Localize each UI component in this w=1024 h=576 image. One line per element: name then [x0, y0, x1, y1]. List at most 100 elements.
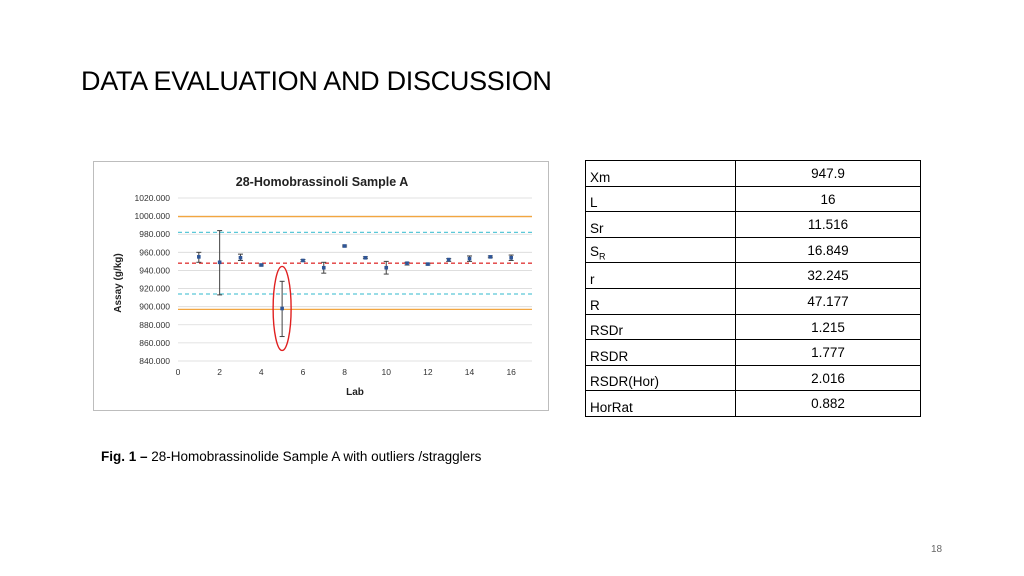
stats-param-subscript: R — [599, 251, 606, 262]
data-point — [467, 255, 473, 262]
x-tick-label: 10 — [382, 367, 392, 377]
data-point — [237, 253, 243, 261]
stats-value: 947.9 — [735, 160, 921, 187]
point-marker — [217, 260, 222, 265]
point-marker — [467, 256, 472, 261]
data-point — [487, 255, 493, 259]
y-tick-label: 980.000 — [139, 229, 170, 239]
statistics-table: Xm 947.9 L 16 Sr 11.516 SR 16.849 r 32.245 R 47.177… — [585, 160, 921, 417]
stats-row: R 47.177 — [585, 287, 921, 315]
stats-row: r 32.245 — [585, 262, 921, 289]
point-marker — [280, 306, 284, 311]
data-point — [258, 263, 264, 267]
data-point — [300, 258, 306, 263]
x-tick-label: 0 — [176, 367, 181, 377]
point-marker — [238, 255, 243, 260]
caption-label: Fig. 1 – — [101, 449, 148, 464]
point-marker — [405, 261, 409, 265]
chart-title: 28-Homobrassinoli Sample A — [236, 175, 409, 189]
stats-param: R — [585, 287, 736, 315]
stats-row: RSDr 1.215 — [585, 313, 921, 341]
chart-frame: 28-Homobrassinoli Sample A Assay (g/kg) … — [93, 161, 549, 411]
y-tick-label: 840.000 — [139, 356, 170, 366]
caption-text: 28-Homobrassinolide Sample A with outlie… — [147, 449, 482, 464]
stats-param-label: Sr — [590, 220, 604, 236]
stats-param: Xm — [585, 160, 736, 187]
stats-param-label: RSDR(Hor) — [590, 374, 659, 390]
stats-param-label: S — [590, 243, 600, 259]
data-point — [342, 244, 348, 248]
stats-param-label: r — [590, 271, 595, 287]
stats-value: 1.777 — [735, 339, 921, 366]
stats-value: 1.215 — [735, 313, 921, 341]
point-marker — [321, 265, 326, 270]
point-marker — [509, 255, 513, 260]
point-marker — [301, 258, 305, 263]
data-point — [446, 257, 452, 262]
stats-param: SR — [585, 236, 736, 264]
x-tick-label: 8 — [342, 367, 347, 377]
data-point — [404, 261, 410, 266]
point-marker — [446, 257, 451, 262]
stats-value: 16.849 — [735, 236, 921, 264]
point-marker — [259, 263, 264, 267]
stats-value: 11.516 — [735, 211, 921, 238]
page-number: 18 — [931, 544, 943, 555]
x-tick-label: 16 — [506, 367, 516, 377]
point-marker — [426, 262, 430, 266]
slide-title: DATA EVALUATION AND DISCUSSION — [81, 66, 552, 96]
data-point — [217, 230, 223, 296]
stats-param-label: Xm — [590, 169, 611, 185]
stats-row: SR 16.849 — [585, 236, 921, 264]
stats-param: RSDR(Hor) — [585, 364, 736, 392]
outlier-highlight-ellipse — [272, 265, 292, 352]
stats-param: L — [585, 185, 736, 213]
point-marker — [197, 255, 201, 259]
stats-param-label: R — [590, 297, 600, 313]
stats-row: Sr 11.516 — [585, 211, 921, 238]
stats-value: 16 — [735, 185, 921, 213]
data-point — [362, 255, 368, 260]
stats-row: RSDR(Hor) 2.016 — [585, 364, 921, 392]
point-marker — [342, 244, 347, 248]
stats-param-label: L — [590, 195, 598, 211]
y-tick-label: 1020.000 — [135, 193, 171, 203]
stats-param-label: RSDR — [590, 348, 629, 364]
x-tick-label: 12 — [423, 367, 433, 377]
stats-row: Xm 947.9 — [585, 160, 921, 187]
data-point — [425, 262, 431, 266]
assay-chart: 28-Homobrassinoli Sample A Assay (g/kg) … — [113, 175, 532, 398]
stats-param: HorRat — [585, 390, 736, 417]
stats-param: r — [585, 262, 736, 289]
x-tick-label: 2 — [217, 367, 222, 377]
data-point — [279, 280, 285, 338]
stats-param: RSDr — [585, 313, 736, 341]
x-tick-label: 4 — [259, 367, 264, 377]
stats-param-label: RSDr — [590, 323, 623, 339]
x-tick-label: 6 — [301, 367, 306, 377]
stats-param: Sr — [585, 211, 736, 238]
y-tick-label: 860.000 — [139, 338, 170, 348]
y-tick-label: 900.000 — [139, 302, 170, 312]
stats-row: L 16 — [585, 185, 921, 213]
y-axis-label: Assay (g/kg) — [113, 253, 124, 312]
stats-param-label: HorRat — [590, 399, 633, 415]
data-point — [383, 260, 389, 275]
stats-row: HorRat 0.882 — [585, 390, 921, 417]
data-point — [508, 254, 514, 261]
y-tick-label: 960.000 — [139, 247, 170, 257]
stats-value: 2.016 — [735, 364, 921, 392]
y-tick-label: 880.000 — [139, 320, 170, 330]
stats-row: RSDR 1.777 — [585, 339, 921, 366]
y-tick-label: 920.000 — [139, 284, 170, 294]
point-marker — [384, 265, 389, 270]
point-marker — [363, 255, 368, 260]
stats-value: 0.882 — [735, 390, 921, 417]
x-axis-label: Lab — [346, 387, 364, 398]
stats-param: RSDR — [585, 339, 736, 366]
data-point — [321, 261, 327, 274]
y-tick-label: 940.000 — [139, 265, 170, 275]
data-point — [196, 251, 202, 263]
point-marker — [488, 255, 493, 259]
figure-caption: Fig. 1 – 28-Homobrassinolide Sample A wi… — [101, 449, 481, 464]
